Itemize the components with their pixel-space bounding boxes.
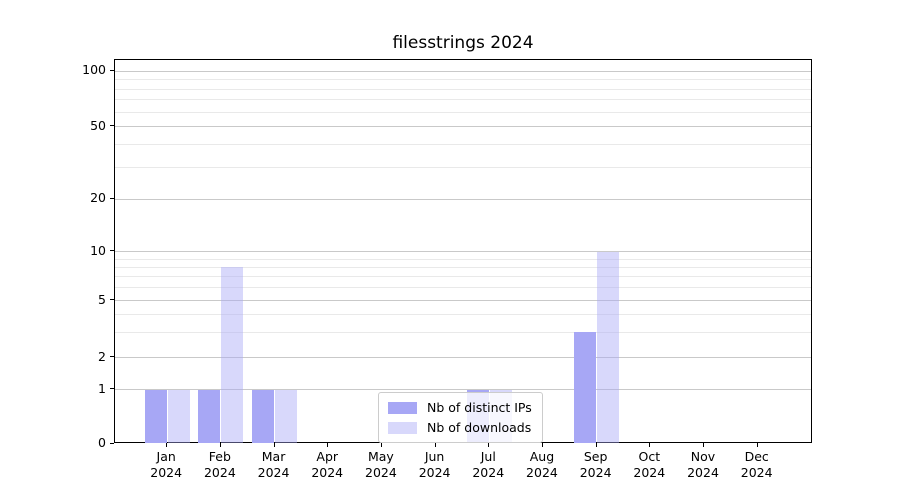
x-tick-label-nov: Nov 2024 [687, 449, 719, 480]
x-tick-label-sep: Sep 2024 [579, 449, 612, 480]
bar-distinct-ips-jan [144, 389, 167, 443]
x-tick-label-apr: Apr 2024 [311, 449, 344, 480]
gridline-minor-9 [115, 258, 811, 260]
x-tick-mark-apr [327, 443, 329, 447]
gridline-major-2 [115, 357, 811, 359]
gridline-minor-6 [115, 287, 811, 289]
bar-downloads-jan [167, 389, 190, 443]
x-tick-mark-nov [703, 443, 704, 447]
y-tick-label-2: 2 [98, 348, 106, 364]
plot-area: Nb of distinct IPs Nb of downloads [114, 59, 812, 443]
bar-downloads-feb [221, 267, 244, 443]
x-tick-mark-jun [434, 443, 436, 447]
x-tick-mark-aug [541, 443, 543, 447]
gridline-minor-70 [115, 99, 811, 101]
bar-distinct-ips-mar [252, 389, 275, 443]
gridline-minor-80 [115, 88, 811, 90]
gridline-major-50 [115, 126, 811, 128]
bar-downloads-sep [597, 251, 620, 443]
x-tick-mark-oct [649, 443, 651, 447]
gridline-minor-60 [115, 111, 811, 113]
legend: Nb of distinct IPs Nb of downloads [378, 392, 543, 443]
x-tick-label-mar: Mar 2024 [257, 449, 290, 480]
x-tick-label-jan: Jan 2024 [150, 449, 183, 480]
bar-distinct-ips-feb [198, 389, 221, 443]
gridline-minor-90 [115, 79, 811, 81]
x-tick-label-may: May 2024 [365, 449, 397, 480]
gridline-major-100 [115, 70, 811, 72]
y-tick-mark-5 [110, 299, 114, 301]
bar-downloads-mar [275, 389, 298, 443]
y-tick-label-0: 0 [98, 435, 106, 450]
y-tick-mark-100 [110, 69, 114, 71]
x-tick-label-feb: Feb 2024 [203, 449, 236, 480]
y-tick-mark-2 [110, 356, 114, 358]
x-tick-label-jul: Jul 2024 [472, 449, 505, 480]
x-tick-label-dec: Dec 2024 [740, 449, 773, 480]
y-tick-label-100: 100 [82, 62, 106, 78]
gridline-minor-30 [115, 166, 811, 168]
x-tick-mark-sep [595, 443, 597, 447]
gridline-minor-7 [115, 276, 811, 278]
legend-swatch-distinct-ips [388, 401, 417, 414]
gridline-minor-40 [115, 143, 811, 145]
y-tick-label-20: 20 [90, 190, 106, 206]
x-tick-mark-jul [488, 443, 490, 447]
chart-title: filesstrings 2024 [392, 33, 534, 53]
y-tick-mark-10 [110, 250, 114, 252]
x-tick-label-aug: Aug 2024 [526, 449, 558, 480]
gridline-major-10 [115, 251, 811, 253]
x-tick-mark-jan [166, 443, 168, 447]
gridline-major-5 [115, 300, 811, 302]
y-tick-label-5: 5 [98, 291, 106, 307]
x-tick-mark-dec [756, 443, 758, 447]
y-tick-label-50: 50 [90, 117, 106, 133]
y-tick-label-10: 10 [90, 242, 106, 258]
gridline-major-20 [115, 198, 811, 200]
gridline-minor-8 [115, 266, 811, 268]
legend-row-downloads: Nb of downloads [388, 420, 532, 435]
bar-distinct-ips-sep [574, 332, 597, 443]
x-tick-label-jun: Jun 2024 [418, 449, 451, 480]
x-tick-label-oct: Oct 2024 [633, 449, 666, 480]
legend-label-distinct-ips: Nb of distinct IPs [427, 400, 532, 415]
y-tick-mark-50 [110, 125, 114, 127]
y-tick-mark-0 [110, 442, 114, 444]
x-tick-mark-feb [219, 443, 221, 447]
x-tick-mark-may [380, 443, 382, 447]
y-tick-label-1: 1 [98, 380, 106, 396]
y-tick-mark-20 [110, 197, 114, 199]
x-tick-mark-mar [273, 443, 275, 447]
gridline-minor-3 [115, 331, 811, 333]
legend-swatch-downloads [388, 421, 417, 434]
legend-row-distinct-ips: Nb of distinct IPs [388, 400, 532, 415]
y-tick-mark-1 [110, 388, 114, 390]
gridline-major-1 [115, 389, 811, 391]
legend-label-downloads: Nb of downloads [427, 420, 532, 435]
gridline-minor-4 [115, 314, 811, 316]
